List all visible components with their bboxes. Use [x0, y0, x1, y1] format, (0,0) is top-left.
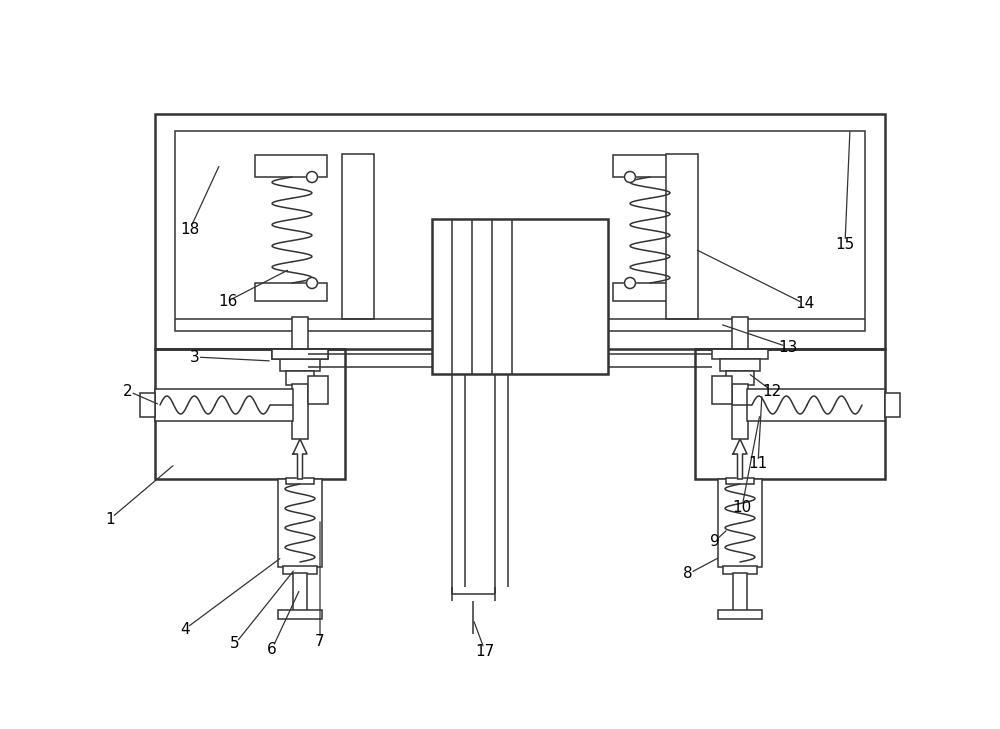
Text: 5: 5	[230, 636, 240, 652]
Bar	[718, 479, 762, 567]
Bar	[292, 317, 308, 349]
Polygon shape	[733, 439, 747, 479]
Bar	[278, 479, 322, 567]
Circle shape	[624, 171, 636, 182]
Text: 9: 9	[710, 534, 720, 548]
Bar	[342, 154, 374, 319]
Bar	[255, 283, 327, 301]
Bar	[613, 155, 685, 177]
Text: 8: 8	[683, 566, 693, 582]
Bar	[280, 359, 320, 371]
Bar	[283, 566, 317, 574]
Bar	[272, 349, 328, 359]
Bar	[432, 219, 608, 374]
Text: 4: 4	[180, 622, 190, 636]
Bar	[712, 376, 732, 404]
Bar	[666, 154, 698, 319]
Text: 10: 10	[732, 499, 752, 515]
Text: 16: 16	[218, 294, 238, 308]
Bar	[695, 349, 885, 479]
Bar	[272, 349, 328, 359]
Bar	[712, 349, 768, 359]
Text: 2: 2	[123, 383, 133, 399]
Text: 14: 14	[795, 297, 815, 311]
Bar	[726, 478, 754, 484]
Circle shape	[306, 278, 318, 289]
Text: 18: 18	[180, 222, 200, 236]
Bar	[723, 566, 757, 574]
Bar	[278, 610, 322, 619]
Text: 17: 17	[475, 644, 495, 658]
Bar	[155, 349, 345, 479]
Bar	[140, 393, 155, 417]
Bar	[155, 389, 293, 421]
Bar	[885, 393, 900, 417]
Bar	[613, 283, 685, 301]
Bar	[718, 610, 762, 619]
Bar	[155, 114, 885, 349]
Bar	[286, 371, 314, 385]
Bar	[732, 317, 748, 349]
Bar	[747, 389, 885, 421]
Text: 12: 12	[762, 383, 782, 399]
Bar	[733, 573, 747, 611]
Bar	[308, 376, 328, 404]
Circle shape	[306, 171, 318, 182]
Text: 6: 6	[267, 642, 277, 657]
Text: 1: 1	[105, 512, 115, 526]
Bar	[726, 371, 754, 385]
Bar	[293, 573, 307, 611]
Bar	[255, 155, 327, 177]
Circle shape	[624, 278, 636, 289]
Bar	[292, 384, 308, 439]
Bar	[286, 478, 314, 484]
Text: 13: 13	[778, 340, 798, 354]
Bar	[720, 359, 760, 371]
Text: 7: 7	[315, 634, 325, 649]
Bar	[175, 131, 865, 331]
Bar	[732, 384, 748, 439]
Polygon shape	[293, 439, 307, 479]
Text: 11: 11	[748, 456, 768, 472]
Text: 3: 3	[190, 349, 200, 364]
Text: 15: 15	[835, 236, 855, 252]
